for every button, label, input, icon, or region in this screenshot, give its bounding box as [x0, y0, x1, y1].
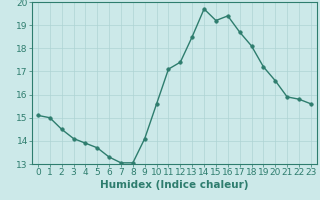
- X-axis label: Humidex (Indice chaleur): Humidex (Indice chaleur): [100, 180, 249, 190]
